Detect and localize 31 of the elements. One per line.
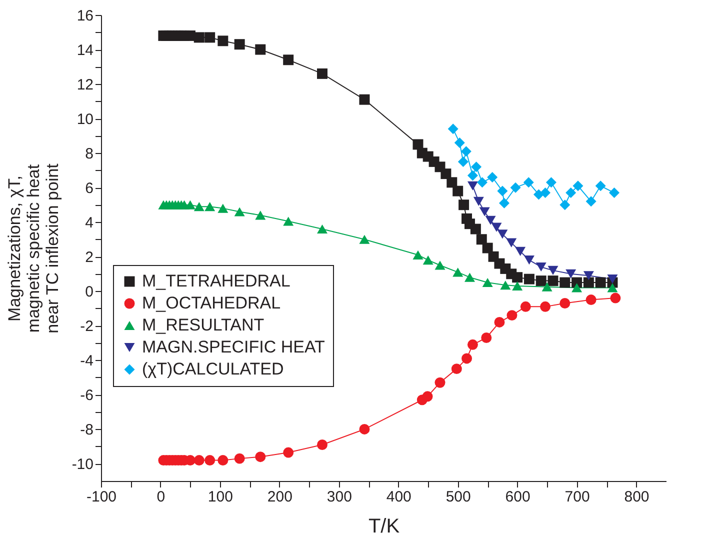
x-tick-label: 100 bbox=[208, 488, 233, 506]
x-tick-label: 400 bbox=[386, 488, 412, 506]
y-tick-label: 4 bbox=[85, 214, 94, 232]
y-tick-label: -4 bbox=[80, 352, 94, 370]
x-tick-label: 500 bbox=[446, 488, 471, 506]
y-tick-label: 12 bbox=[76, 76, 94, 94]
y-tick-label: 8 bbox=[85, 146, 94, 163]
y-tick-label: -10 bbox=[72, 456, 94, 474]
y-tick-label: 0 bbox=[85, 284, 94, 301]
x-tick-label: 700 bbox=[564, 488, 590, 506]
y-tick-label: 2 bbox=[85, 249, 94, 266]
y-axis-title: Magnetizations, χT, magnetic specific heat near TC inflexion point bbox=[4, 163, 62, 334]
y-tick-label: 14 bbox=[76, 42, 94, 60]
y-tick-label: -6 bbox=[80, 387, 94, 404]
y-tick-label: -2 bbox=[80, 318, 94, 336]
x-tick-label: 800 bbox=[624, 488, 650, 506]
x-tick-label: 300 bbox=[326, 488, 352, 506]
x-tick-label: -100 bbox=[86, 488, 117, 506]
legend-label: M_OCTAHEDRAL bbox=[142, 294, 281, 312]
y-tick-label: 10 bbox=[76, 111, 94, 128]
legend-label: MAGN.SPECIFIC HEAT bbox=[142, 338, 325, 356]
x-tick-label: 600 bbox=[505, 488, 530, 506]
legend-label: M_RESULTANT bbox=[142, 316, 264, 334]
y-tick-label: 6 bbox=[85, 180, 94, 198]
x-tick-label: 200 bbox=[267, 488, 292, 506]
y-tick-label: 16 bbox=[76, 8, 94, 24]
x-tick-label: 0 bbox=[156, 488, 166, 506]
legend-label: M_TETRAHEDRAL bbox=[142, 272, 290, 290]
x-axis-title: T/K bbox=[368, 516, 400, 538]
legend-label: (χT)CALCULATED bbox=[142, 360, 284, 378]
y-tick-label: -8 bbox=[80, 422, 94, 439]
